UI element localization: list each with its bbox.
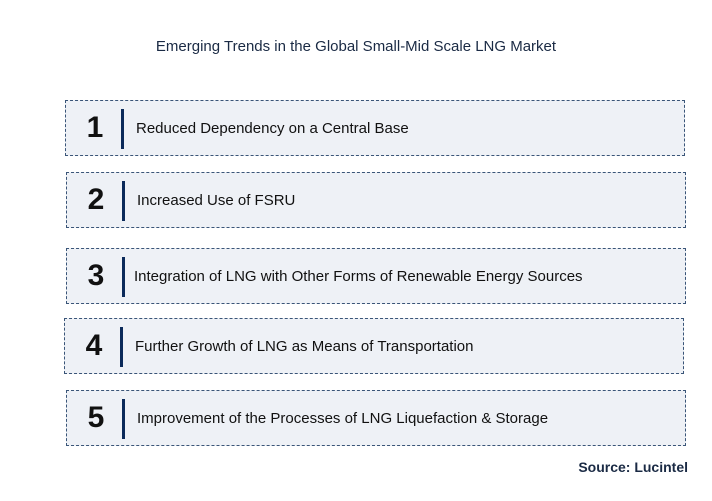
trend-number: 1 xyxy=(86,111,104,144)
trend-item-4: 4 Further Growth of LNG as Means of Tran… xyxy=(64,318,684,374)
trend-label: Reduced Dependency on a Central Base xyxy=(136,119,409,137)
trend-item-2: 2 Increased Use of FSRU xyxy=(66,172,686,228)
trend-divider xyxy=(121,109,124,149)
trend-item-3: 3 Integration of LNG with Other Forms of… xyxy=(66,248,686,304)
trend-divider xyxy=(122,257,125,297)
trend-number: 3 xyxy=(87,259,105,292)
trend-divider xyxy=(120,327,123,367)
trend-divider xyxy=(122,399,125,439)
trend-number: 5 xyxy=(87,401,105,434)
source-note: Source: Lucintel xyxy=(578,459,688,475)
trend-item-5: 5 Improvement of the Processes of LNG Li… xyxy=(66,390,686,446)
trend-label: Improvement of the Processes of LNG Liqu… xyxy=(137,409,549,427)
trend-item-1: 1 Reduced Dependency on a Central Base xyxy=(65,100,685,156)
trend-label: Further Growth of LNG as Means of Transp… xyxy=(135,337,474,355)
trend-label: Increased Use of FSRU xyxy=(137,191,296,209)
trend-number: 2 xyxy=(87,183,105,216)
page-title: Emerging Trends in the Global Small-Mid … xyxy=(155,38,557,55)
trend-label: Integration of LNG with Other Forms of R… xyxy=(134,267,583,285)
trend-number: 4 xyxy=(85,329,103,362)
trend-divider xyxy=(122,181,125,221)
